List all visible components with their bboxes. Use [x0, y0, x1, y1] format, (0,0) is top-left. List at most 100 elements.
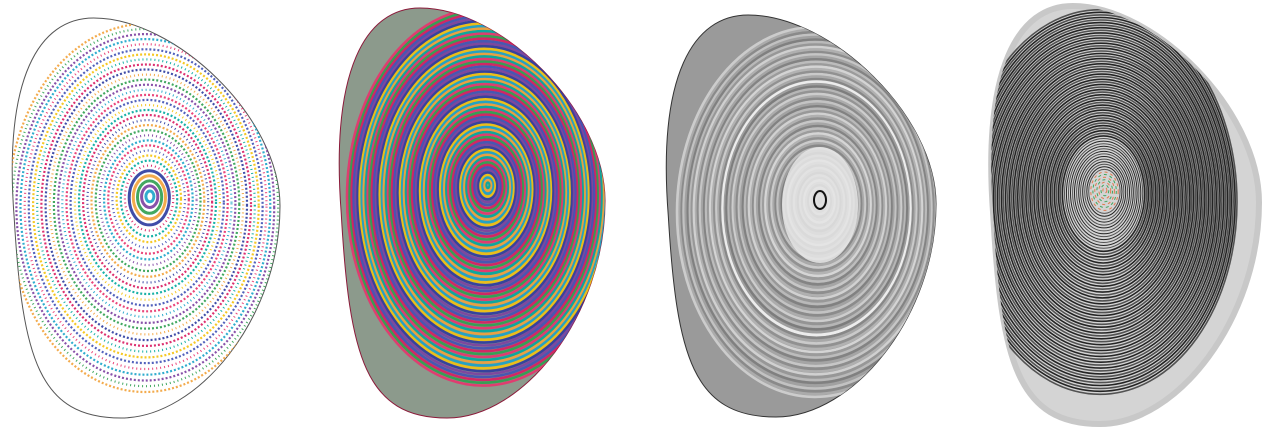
flux-ring: [714, 72, 919, 345]
flux-ring: [454, 143, 520, 233]
flux-ring: [763, 132, 873, 278]
flux-ring: [1015, 75, 1189, 320]
flux-ring: [1025, 88, 1180, 305]
flux-ring: [1041, 109, 1165, 282]
flux-ring: [444, 130, 529, 247]
flux-surfaces: [12, 22, 281, 394]
flux-ring: [398, 72, 572, 313]
flux-ring: [77, 108, 218, 296]
flux-ring: [1057, 129, 1150, 258]
flux-ring: [61, 88, 233, 319]
flux-ring: [462, 153, 512, 221]
flux-ring: [102, 139, 194, 261]
flux-surfaces: [675, 25, 936, 399]
flux-ring: [1037, 104, 1168, 288]
flux-ring: [107, 144, 190, 255]
flux-ring: [480, 176, 495, 195]
flux-ring: [361, 27, 605, 364]
flux-ring: [69, 98, 225, 307]
flux-ring: [23, 43, 268, 371]
flux-ring: [446, 133, 527, 244]
flux-ring: [718, 77, 915, 340]
flux-ring: [1055, 127, 1152, 261]
flux-ring: [36, 58, 256, 353]
flux-ring: [1043, 111, 1163, 279]
flux-ring: [456, 145, 518, 230]
flux-ring: [1082, 161, 1127, 223]
flux-ring: [728, 90, 905, 325]
flux-ring: [991, 11, 1236, 393]
flux-ring: [478, 173, 497, 198]
flux-ring: [998, 55, 1204, 343]
flux-ring: [359, 24, 605, 367]
flux-ring: [1068, 143, 1140, 244]
flux-ring: [745, 109, 890, 303]
flux-ring: [1027, 91, 1178, 302]
flux-ring: [751, 117, 884, 295]
flux-ring: [706, 62, 926, 356]
flux-ring: [722, 82, 911, 334]
flux-ring: [730, 92, 904, 323]
flux-ring: [991, 24, 1227, 378]
flux-ring: [991, 32, 1221, 369]
flux-ring: [377, 47, 591, 342]
flux-ring: [1078, 156, 1130, 229]
flux-ring: [424, 105, 548, 276]
flux-ring: [991, 14, 1235, 390]
flux-ring: [27, 48, 264, 365]
flux-ring: [412, 90, 559, 293]
flux-ring: [991, 8, 1238, 396]
flux-ring: [755, 122, 881, 289]
flux-ring: [1076, 153, 1132, 232]
flux-ring: [367, 34, 600, 356]
poincare-panel: [338, 7, 606, 419]
flux-ring: [720, 79, 913, 337]
flux-ring: [408, 85, 563, 299]
flux-ring: [689, 43, 936, 379]
flux-ring: [712, 70, 921, 348]
flux-ring: [476, 171, 499, 201]
flux-ring: [363, 29, 604, 362]
flux-ring: [761, 129, 875, 281]
flux-ring: [686, 38, 936, 385]
magnetic-axis: [813, 190, 827, 210]
flux-ring: [82, 113, 214, 290]
flux-ring: [708, 65, 924, 354]
flux-ring: [1033, 99, 1172, 293]
flux-ring: [404, 80, 567, 304]
flux-ring: [373, 42, 595, 347]
flux-ring: [406, 82, 565, 301]
flux-ring: [434, 118, 538, 261]
poincare-panel: [665, 14, 937, 418]
flux-ring: [472, 166, 503, 207]
flux-ring: [482, 178, 494, 193]
flux-ring: [86, 119, 210, 284]
flux-ring: [736, 99, 898, 314]
flux-ring: [753, 119, 883, 292]
flux-ring: [426, 108, 546, 273]
flux-ring: [1074, 150, 1134, 235]
flux-ring: [484, 181, 492, 190]
flux-ring: [991, 19, 1231, 384]
flux-ring: [123, 164, 175, 232]
flux-ring: [111, 149, 187, 250]
flux-ring: [31, 53, 260, 359]
flux-ring: [420, 100, 551, 281]
flux-ring: [422, 103, 550, 278]
flux-ring: [428, 110, 544, 270]
flux-ring: [460, 150, 514, 224]
flux-ring: [402, 77, 568, 307]
flux-ring: [391, 65, 578, 322]
flux-ring: [743, 107, 892, 306]
flux-ring: [57, 83, 237, 325]
flux-ring: [410, 87, 561, 296]
flux-ring: [12, 27, 280, 388]
flux-ring: [40, 63, 253, 347]
flux-ring: [738, 102, 896, 311]
flux-surfaces: [991, 8, 1238, 396]
flux-ring: [710, 67, 923, 351]
flux-ring: [115, 154, 183, 244]
flux-ring: [1039, 106, 1167, 285]
flux-ring: [1064, 138, 1144, 249]
flux-ring: [704, 60, 928, 359]
